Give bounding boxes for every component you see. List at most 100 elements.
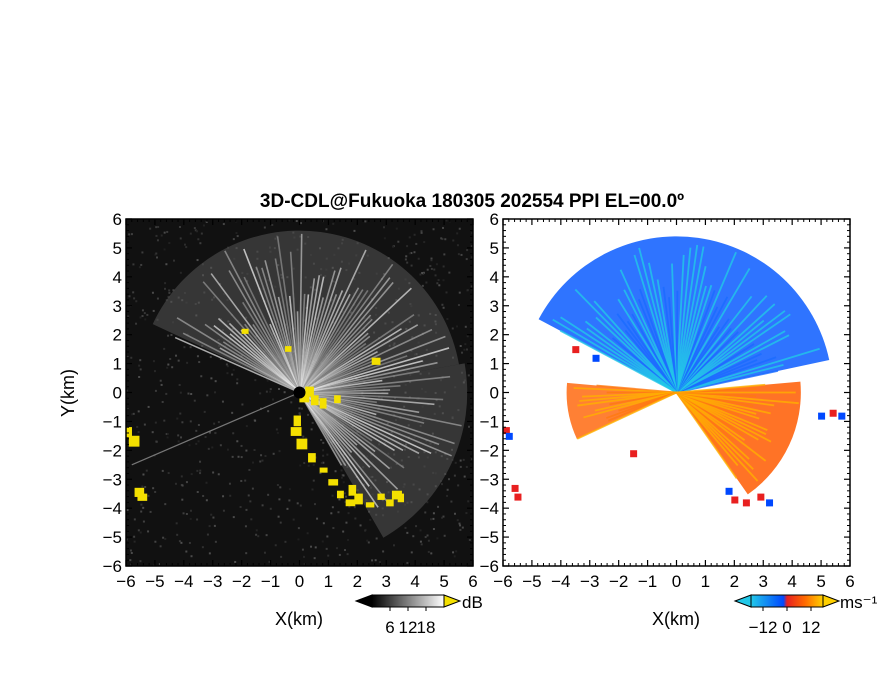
- noise-pixel: [456, 232, 459, 235]
- noise-pixel: [155, 226, 158, 229]
- noise-pixel: [131, 413, 134, 416]
- noise-pixel: [168, 291, 171, 294]
- noise-pixel: [166, 432, 169, 435]
- noise-pixel: [209, 355, 212, 358]
- velocity-beam: [676, 334, 790, 394]
- noise-pixel: [443, 253, 446, 256]
- noise-pixel: [166, 436, 169, 439]
- noise-pixel: [240, 479, 243, 482]
- snr-beam: [224, 250, 301, 393]
- noise-pixel: [219, 357, 222, 360]
- saturated-echo: [397, 493, 405, 503]
- noise-pixel: [130, 233, 133, 236]
- noise-pixel: [316, 517, 319, 520]
- noise-pixel: [169, 358, 172, 361]
- noise-pixel: [257, 535, 260, 538]
- noise-pixel: [344, 495, 347, 498]
- noise-pixel: [231, 373, 234, 376]
- noise-pixel: [245, 425, 248, 428]
- y-tick-label: 5: [490, 239, 499, 258]
- noise-pixel: [452, 239, 455, 242]
- noise-pixel: [152, 360, 155, 363]
- noise-pixel: [415, 525, 418, 528]
- noise-pixel: [232, 238, 235, 241]
- noise-pixel: [306, 532, 309, 535]
- noise-pixel: [199, 469, 202, 472]
- noise-pixel: [129, 549, 132, 552]
- noise-pixel: [346, 553, 349, 556]
- velocity-beam: [675, 267, 751, 393]
- noise-pixel: [139, 359, 142, 362]
- noise-pixel: [141, 251, 144, 254]
- noise-pixel: [423, 241, 426, 244]
- noise-pixel: [259, 460, 262, 463]
- snr-beam: [298, 392, 379, 508]
- x-tick-label: 6: [468, 572, 477, 591]
- velocity-beam: [676, 347, 820, 394]
- velocity-patch: [592, 354, 600, 362]
- noise-pixel: [200, 375, 203, 378]
- noise-pixel: [345, 521, 348, 524]
- noise-pixel: [468, 539, 471, 542]
- noise-pixel: [156, 297, 159, 300]
- noise-pixel: [207, 447, 210, 450]
- noise-pixel: [165, 392, 168, 395]
- noise-pixel: [470, 245, 473, 248]
- x-tick-label: 5: [816, 572, 825, 591]
- noise-pixel: [130, 551, 133, 554]
- noise-pixel: [463, 348, 466, 351]
- noise-pixel: [248, 468, 251, 471]
- noise-pixel: [410, 264, 413, 267]
- noise-pixel: [432, 512, 435, 515]
- noise-pixel: [444, 238, 447, 241]
- noise-pixel: [325, 547, 328, 550]
- noise-pixel: [406, 561, 409, 564]
- velocity-beam: [675, 251, 737, 393]
- noise-pixel: [366, 539, 369, 542]
- noise-pixel: [457, 304, 460, 307]
- noise-pixel: [435, 263, 438, 266]
- y-tick-label: 2: [490, 326, 499, 345]
- velocity-beam: [675, 303, 776, 394]
- noise-pixel: [187, 392, 190, 395]
- noise-pixel: [466, 335, 469, 338]
- noise-pixel: [199, 472, 202, 475]
- noise-pixel: [419, 273, 422, 276]
- noise-pixel: [263, 551, 266, 554]
- noise-pixel: [441, 303, 444, 306]
- velocity-beam: [675, 310, 786, 394]
- noise-pixel: [465, 258, 468, 261]
- noise-pixel: [138, 266, 141, 269]
- noise-pixel: [442, 226, 445, 229]
- noise-pixel: [152, 309, 155, 312]
- noise-pixel: [163, 287, 166, 290]
- noise-pixel: [135, 322, 138, 325]
- noise-pixel: [271, 398, 274, 401]
- noise-pixel: [446, 488, 449, 491]
- noise-pixel: [202, 494, 205, 497]
- noise-pixel: [419, 529, 422, 532]
- noise-pixel: [245, 552, 248, 555]
- noise-pixel: [231, 455, 234, 458]
- noise-pixel: [277, 515, 280, 518]
- noise-pixel: [433, 268, 436, 271]
- noise-pixel: [162, 536, 165, 539]
- y-tick-label: 4: [490, 268, 499, 287]
- velocity-colorbar-under-arrow: [733, 594, 752, 608]
- noise-pixel: [164, 537, 167, 540]
- noise-pixel: [132, 412, 135, 415]
- velocity-colorbar: −12 0 12 ms⁻¹: [733, 593, 878, 637]
- y-tick-label: −5: [480, 528, 499, 547]
- noise-pixel: [457, 484, 460, 487]
- noise-pixel: [185, 512, 188, 515]
- noise-pixel: [237, 455, 240, 458]
- noise-pixel: [279, 521, 282, 524]
- y-tick-label: 0: [490, 384, 499, 403]
- noise-pixel: [163, 231, 166, 234]
- y-tick-label: −4: [103, 499, 122, 518]
- velocity-beam: [675, 313, 791, 394]
- noise-pixel: [254, 379, 257, 382]
- noise-pixel: [213, 524, 216, 527]
- y-tick-label: −4: [480, 499, 499, 518]
